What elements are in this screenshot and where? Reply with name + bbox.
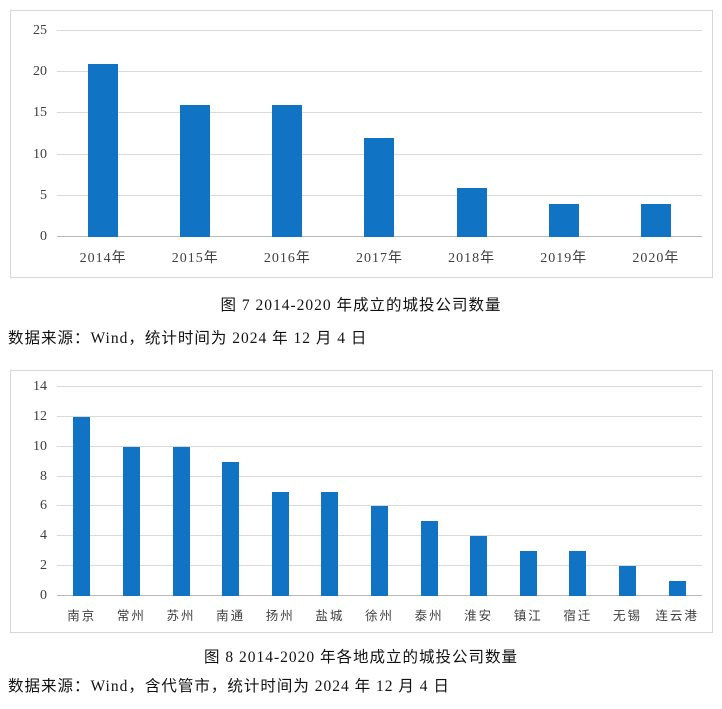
figure7-plot-area [57,30,702,237]
bar-slot [553,387,603,596]
bar-slot [107,387,157,596]
x-tick-label: 宿迁 [563,608,593,623]
bar-南京 [73,416,91,596]
gridline [57,112,702,114]
y-tick-label: 25 [33,23,47,38]
document-page: 0 5 10 15 20 25 2014年 2015年 2016年 2017年 2018年 2019… [0,10,722,709]
bar-扬州 [271,491,289,596]
bar-slot [355,387,405,596]
bar-淮安 [470,536,488,596]
figure8-x-axis: 南京 常州 苏州 南通 扬州 盐城 徐州 泰州 淮安 镇江 宿迁 无锡 连云港 [57,596,702,632]
bar-slot [518,31,610,237]
x-tick-label: 2017年 [355,251,403,266]
bar-slot [57,31,149,237]
figure8-source: 数据来源：Wind，含代管市，统计时间为 2024 年 12 月 4 日 [8,678,450,695]
figure8-chart: 0 2 4 6 8 10 12 14 南京 常州 苏州 南通 扬州 盐城 徐州 泰州 淮安 镇江 宿迁 无锡 连云港 [10,370,713,633]
x-tick-label: 徐州 [364,608,394,623]
x-tick-label: 2019年 [540,251,588,266]
x-tick-label: 常州 [116,608,146,623]
bar-slot [241,31,333,237]
x-tick-label: 淮安 [464,608,494,623]
y-tick-label: 2 [40,558,47,574]
figure8-y-axis: 0 2 4 6 8 10 12 14 [11,380,57,603]
bar-2017年 [364,138,395,237]
y-tick-label: 8 [40,468,47,484]
gridline [57,475,702,477]
x-tick-label: 2020年 [632,251,680,266]
figure7-x-axis: 2014年 2015年 2016年 2017年 2018年 2019年 2020年 [57,237,702,277]
x-tick-label: 南通 [216,608,246,623]
bar-slot [255,387,305,596]
bar-slot [404,387,454,596]
bar-slot [333,31,425,237]
x-tick-label: 连云港 [655,608,699,623]
bar-slot [610,31,702,237]
bar-2014年 [88,63,119,237]
figure8-chart-area: 0 2 4 6 8 10 12 14 南京 常州 苏州 南通 扬州 盐城 徐州 泰州 淮安 镇江 宿迁 无锡 连云港 [11,371,712,632]
bar-slot [57,387,107,596]
bar-盐城 [321,491,339,596]
y-tick-label: 6 [40,498,47,514]
bar-slot [305,387,355,596]
figure8-caption: 图 8 2014-2020 年各地成立的城投公司数量 [203,649,519,666]
bar-2019年 [548,204,579,237]
y-tick-label: 15 [33,105,47,121]
gridline [57,71,702,73]
bar-连云港 [668,581,686,596]
bar-slot [454,387,504,596]
figure7-caption: 图 7 2014-2020 年成立的城投公司数量 [220,297,502,314]
y-tick-label: 10 [33,146,47,162]
bar-2015年 [180,105,211,237]
bar-2020年 [640,204,671,237]
y-tick-label: 12 [33,408,47,424]
y-tick-label: 0 [40,588,47,603]
x-tick-label: 苏州 [166,608,196,623]
x-tick-label: 2016年 [263,251,311,266]
bar-苏州 [172,446,190,596]
figure7-chart: 0 5 10 15 20 25 2014年 2015年 2016年 2017年 2018年 2019… [10,10,713,278]
bar-泰州 [420,521,438,596]
bar-徐州 [370,506,388,596]
gridline [57,415,702,417]
x-tick-label: 泰州 [414,608,444,623]
bar-镇江 [519,551,537,596]
bar-常州 [122,446,140,596]
bar-slot [603,387,653,596]
bar-2016年 [272,105,303,237]
bar-slot [156,387,206,596]
bar-slot [652,387,702,596]
bar-无锡 [619,566,636,596]
bar-slot [206,387,256,596]
figure7-chart-area: 0 5 10 15 20 25 2014年 2015年 2016年 2017年 2018年 2019… [11,11,712,277]
gridline [57,386,702,387]
y-tick-label: 20 [33,64,47,80]
figure8-plot-area [57,386,702,596]
x-tick-label: 镇江 [513,608,543,623]
y-tick-label: 0 [40,229,47,244]
figure7-source: 数据来源：Wind，统计时间为 2024 年 12 月 4 日 [8,330,368,347]
y-tick-label: 4 [40,528,47,544]
gridline [57,30,702,31]
y-tick-label: 14 [33,379,47,394]
bar-宿迁 [569,551,587,596]
gridline [57,505,702,507]
y-tick-label: 10 [33,438,47,454]
x-tick-label: 扬州 [265,608,295,623]
figure7-y-axis: 0 5 10 15 20 25 [11,24,57,244]
figure8-bars [57,387,702,596]
x-tick-label: 盐城 [315,608,345,623]
gridline [57,445,702,447]
bar-slot [149,31,241,237]
x-tick-label: 2014年 [79,251,127,266]
bar-slot [503,387,553,596]
bar-slot [426,31,518,237]
bar-南通 [222,461,240,596]
figure7-bars [57,31,702,237]
x-tick-label: 2015年 [171,251,219,266]
x-tick-label: 南京 [67,608,97,623]
x-tick-label: 2018年 [448,251,496,266]
y-tick-label: 5 [40,187,47,203]
bar-2018年 [456,187,487,237]
x-tick-label: 无锡 [613,608,643,623]
